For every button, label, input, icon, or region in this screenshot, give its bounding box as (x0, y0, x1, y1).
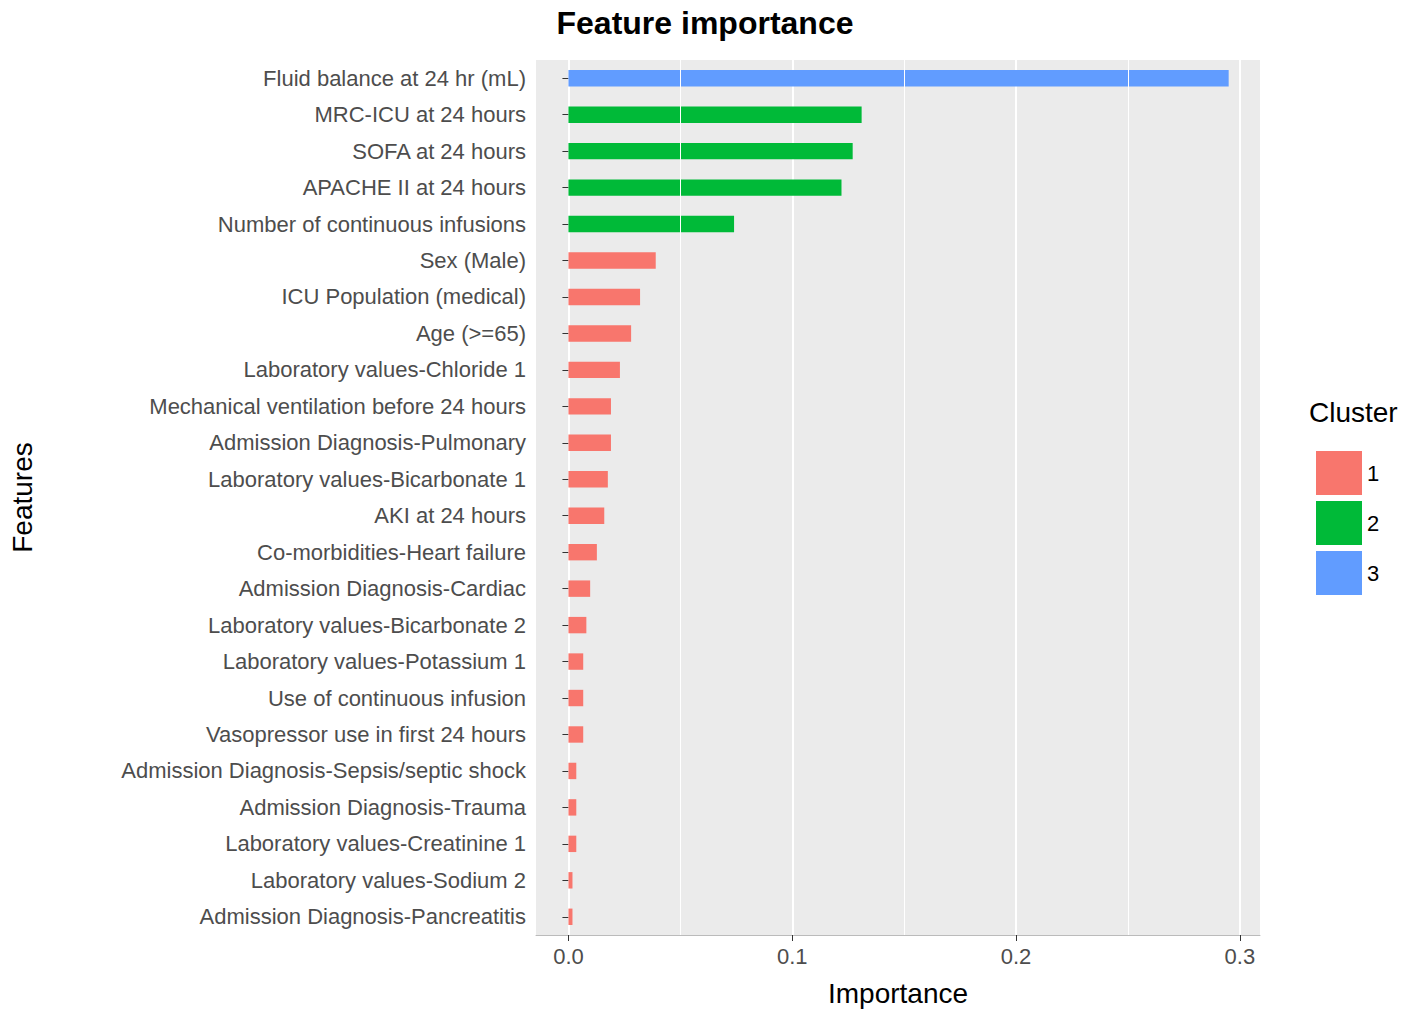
svg-text:AKI at 24 hours: AKI at 24 hours (374, 503, 526, 528)
svg-text:Laboratory values-Creatinine 1: Laboratory values-Creatinine 1 (225, 831, 526, 856)
svg-text:Laboratory values-Sodium 2: Laboratory values-Sodium 2 (251, 868, 526, 893)
svg-text:Laboratory values-Bicarbonate: Laboratory values-Bicarbonate 1 (208, 467, 526, 492)
svg-text:0.0: 0.0 (553, 944, 584, 969)
svg-text:0.2: 0.2 (1001, 944, 1032, 969)
svg-text:APACHE II at 24 hours: APACHE II at 24 hours (303, 175, 526, 200)
svg-text:Admission Diagnosis-Pulmonary: Admission Diagnosis-Pulmonary (209, 430, 526, 455)
svg-text:2: 2 (1367, 511, 1379, 536)
svg-text:Laboratory values-Bicarbonate: Laboratory values-Bicarbonate 2 (208, 613, 526, 638)
svg-text:MRC-ICU at 24 hours: MRC-ICU at 24 hours (314, 102, 526, 127)
svg-text:Use of continuous infusion: Use of continuous infusion (268, 686, 526, 711)
svg-text:Age (>=65): Age (>=65) (416, 321, 526, 346)
svg-text:0.1: 0.1 (777, 944, 808, 969)
svg-text:Co-morbidities-Heart failure: Co-morbidities-Heart failure (257, 540, 526, 565)
svg-text:Cluster: Cluster (1309, 397, 1398, 428)
svg-text:Laboratory values-Chloride 1: Laboratory values-Chloride 1 (244, 357, 527, 382)
svg-text:Fluid balance at 24 hr (mL): Fluid balance at 24 hr (mL) (263, 66, 526, 91)
svg-text:1: 1 (1367, 461, 1379, 486)
svg-text:Admission Diagnosis-Trauma: Admission Diagnosis-Trauma (239, 795, 526, 820)
svg-text:Laboratory values-Potassium 1: Laboratory values-Potassium 1 (223, 649, 526, 674)
svg-text:Importance: Importance (828, 978, 968, 1009)
svg-text:Mechanical ventilation before: Mechanical ventilation before 24 hours (149, 394, 526, 419)
svg-text:Admission Diagnosis-Cardiac: Admission Diagnosis-Cardiac (239, 576, 526, 601)
svg-text:Sex (Male): Sex (Male) (420, 248, 526, 273)
svg-text:3: 3 (1367, 561, 1379, 586)
svg-text:Admission Diagnosis-Pancreatit: Admission Diagnosis-Pancreatitis (200, 904, 526, 929)
svg-text:Vasopressor use in first 24 ho: Vasopressor use in first 24 hours (206, 722, 526, 747)
svg-text:Feature importance: Feature importance (557, 5, 854, 41)
svg-text:0.3: 0.3 (1225, 944, 1256, 969)
svg-text:ICU Population (medical): ICU Population (medical) (281, 284, 526, 309)
svg-text:Features: Features (7, 442, 38, 553)
svg-text:Number of continuous infusions: Number of continuous infusions (218, 212, 526, 237)
svg-text:SOFA at 24 hours: SOFA at 24 hours (352, 139, 526, 164)
svg-text:Admission Diagnosis-Sepsis/sep: Admission Diagnosis-Sepsis/septic shock (121, 758, 527, 783)
